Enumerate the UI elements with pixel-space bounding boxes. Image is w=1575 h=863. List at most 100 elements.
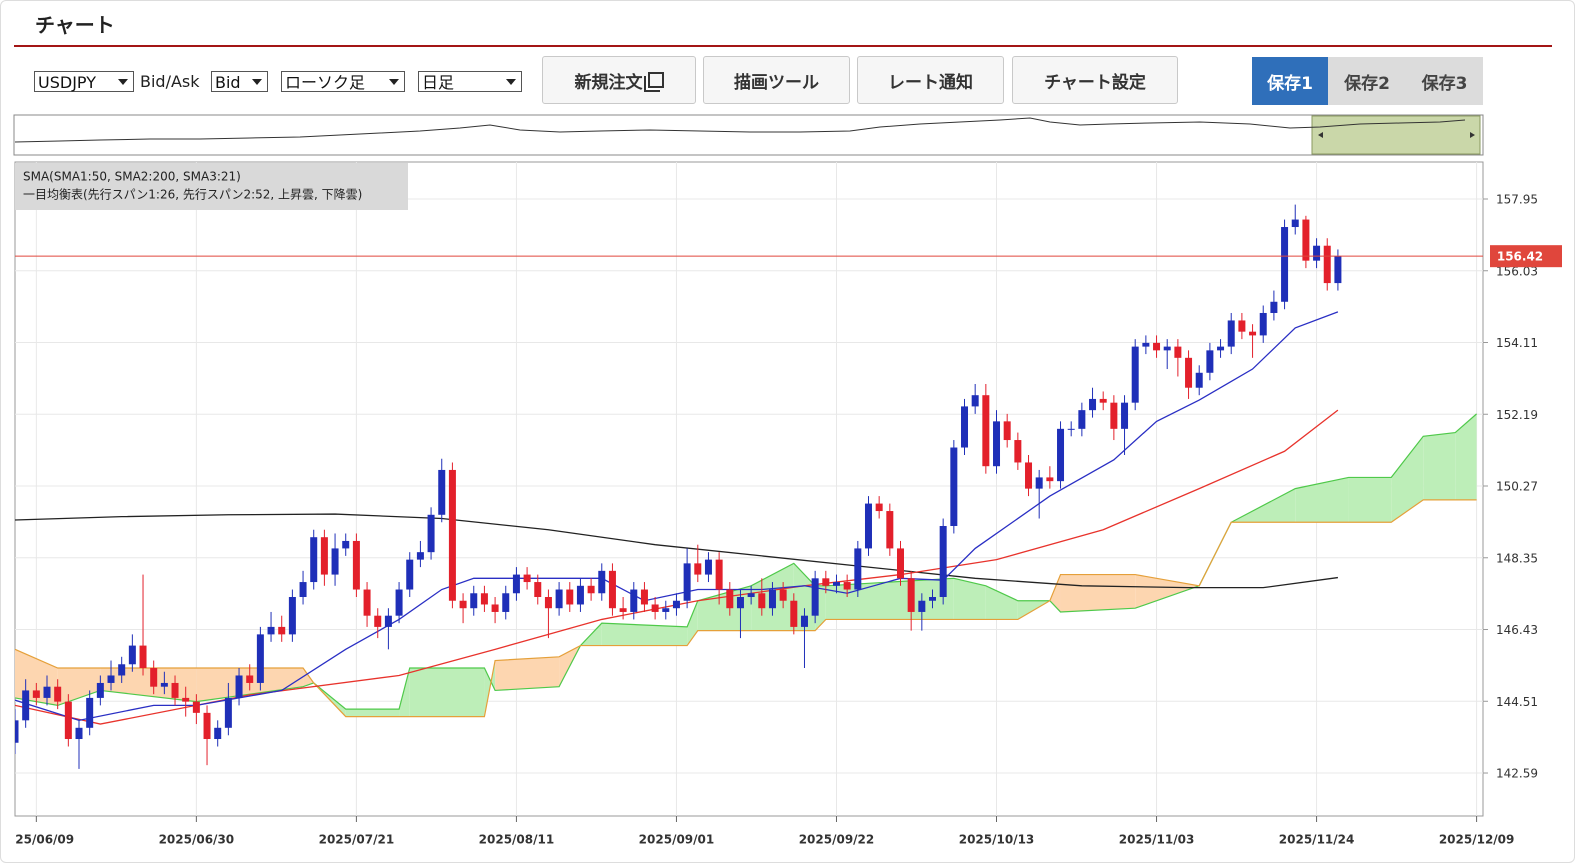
candle-body — [342, 540, 350, 549]
style-select[interactable]: ローソク足 — [281, 71, 405, 92]
button-label: 新規注文 — [574, 72, 643, 93]
navigator-handle[interactable] — [1470, 132, 1475, 138]
candle-body — [907, 578, 915, 612]
candle-body — [544, 597, 552, 609]
cloud-segment — [1423, 432, 1456, 500]
period-select[interactable]: 日足 — [418, 71, 522, 92]
candle-body — [320, 537, 328, 575]
y-tick-label: 150.27 — [1496, 480, 1538, 494]
candle-body — [587, 585, 595, 594]
candle-body — [896, 548, 904, 579]
candle-body — [566, 589, 574, 605]
popup-icon — [647, 72, 664, 88]
cloud-segment — [345, 709, 400, 717]
candle-body — [993, 421, 1001, 467]
candle-body — [683, 563, 691, 601]
candle-body — [406, 559, 414, 590]
candle-body — [1238, 320, 1246, 332]
cloud-segment — [1455, 413, 1477, 500]
navigator-handle[interactable] — [1318, 132, 1323, 138]
y-tick-label: 156.03 — [1496, 264, 1538, 278]
candle-body — [192, 701, 200, 713]
candle-body — [1323, 245, 1331, 284]
candle-body — [150, 668, 158, 687]
candle-body — [224, 697, 232, 728]
candle-body — [939, 525, 947, 598]
candle-body — [832, 582, 840, 586]
candle-body — [1302, 219, 1310, 261]
candle-body — [640, 589, 648, 605]
candle-body — [790, 600, 798, 627]
legend-text: SMA(SMA1:50, SMA2:200, SMA3:21) — [23, 170, 241, 184]
candle-body — [651, 604, 659, 612]
candle-body — [758, 593, 766, 609]
candle-body — [822, 578, 830, 586]
candle-body — [1270, 301, 1278, 313]
candle-body — [75, 727, 83, 740]
y-tick-label: 157.95 — [1496, 192, 1538, 206]
candle-body — [448, 469, 456, 601]
candle-body — [1025, 462, 1033, 489]
candle-body — [726, 589, 734, 609]
candle-body — [1142, 342, 1150, 347]
candle-body — [1067, 428, 1075, 430]
symbol-select[interactable]: USDJPY — [34, 71, 134, 92]
side-select[interactable]: Bid — [211, 71, 268, 92]
candle-body — [1035, 477, 1043, 489]
candle-body — [512, 574, 520, 594]
candle-body — [118, 664, 126, 676]
rate-alert-button[interactable]: レート通知 — [857, 56, 1004, 104]
drawing-tool-button[interactable]: 描画ツール — [703, 56, 850, 104]
candle-body — [843, 582, 851, 590]
plot-area — [14, 161, 1484, 817]
y-tick-label: 142.59 — [1496, 767, 1538, 781]
candle-body — [1057, 428, 1065, 482]
save-tab[interactable]: 保存1 — [1252, 57, 1328, 105]
x-tick-label: 2025/12/09 — [1439, 833, 1515, 847]
candle-body — [768, 589, 776, 609]
candle-body — [267, 626, 275, 635]
candle-body — [1217, 346, 1225, 351]
candle-body — [736, 597, 744, 609]
candle-body — [929, 597, 936, 601]
cloud-segment — [1295, 477, 1349, 523]
candle-body — [982, 395, 990, 467]
candle-body — [715, 559, 723, 590]
candle-body — [128, 645, 136, 665]
save-tab[interactable]: 保存2 — [1328, 57, 1406, 105]
candle-body — [918, 600, 926, 612]
cloud-segment — [601, 623, 688, 646]
candle-body — [214, 727, 222, 740]
current-price-label: 156.42 — [1497, 250, 1543, 264]
cloud-span — [15, 499, 1477, 718]
x-tick-label: 2025/11/24 — [1279, 833, 1355, 847]
save-tab[interactable]: 保存3 — [1406, 57, 1483, 105]
cloud-span — [15, 413, 1477, 710]
cloud-segment — [409, 668, 485, 717]
candle-body — [608, 570, 616, 609]
y-tick-label: 148.35 — [1496, 551, 1538, 565]
candle-body — [182, 697, 190, 702]
current-price-box — [1490, 245, 1562, 268]
x-tick-label: 2025/06/09 — [0, 833, 74, 847]
x-tick-label: 2025/09/01 — [639, 833, 715, 847]
cloud-segment — [953, 578, 986, 620]
bid-ask-label: Bid/Ask — [140, 72, 200, 91]
candle-body — [256, 634, 264, 683]
navigator-window[interactable] — [1311, 115, 1481, 155]
candle-body — [662, 608, 670, 612]
candle-body — [54, 686, 62, 702]
legend-box — [15, 163, 408, 210]
candle-body — [534, 582, 542, 598]
candle-body — [971, 395, 979, 407]
new-order-button[interactable]: 新規注文 — [542, 56, 696, 104]
candle-body — [160, 682, 168, 687]
candle-body — [86, 697, 94, 728]
candle-body — [384, 615, 392, 627]
candle-body — [363, 589, 371, 616]
candle-body — [438, 469, 446, 515]
candle-body — [1003, 421, 1011, 441]
chart-settings-button[interactable]: チャート設定 — [1012, 56, 1178, 104]
candle-body — [15, 720, 19, 743]
